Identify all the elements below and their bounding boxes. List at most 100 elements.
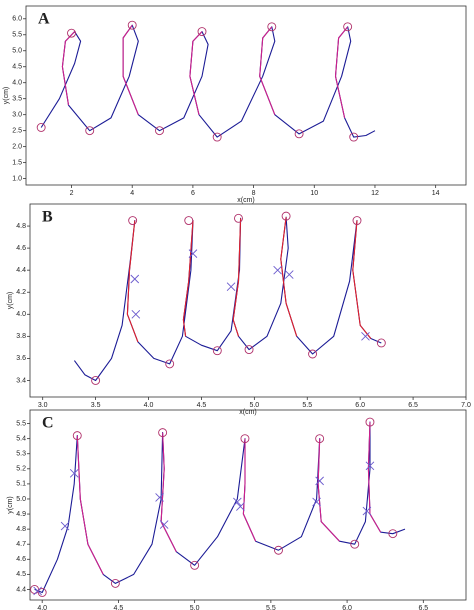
marker-circle [240, 434, 250, 444]
trajectory [61, 24, 349, 119]
x-tick-label: 5.5 [266, 605, 276, 610]
marker-circle [244, 345, 254, 355]
panel-label: C [42, 415, 54, 432]
marker-circle [30, 584, 40, 594]
marker-circle [212, 346, 222, 356]
y-tick-label: 5.5 [16, 420, 26, 427]
x-tick-label: 4.5 [197, 402, 207, 409]
marker-cross [284, 270, 294, 279]
y-tick-label: 5.0 [12, 48, 22, 55]
x-tick-label: 6.0 [342, 605, 352, 610]
trajectory [40, 24, 376, 138]
y-tick-label: 3.5 [12, 96, 22, 103]
marker-cross [226, 282, 236, 292]
marker-circle [294, 129, 304, 139]
marker-circle [234, 213, 243, 223]
x-tick-label: 6.0 [355, 402, 365, 409]
marker-cross [33, 586, 42, 596]
x-axis-label: x(cm) [237, 197, 255, 204]
x-tick-label: 5.5 [302, 402, 312, 409]
plot-frame [29, 203, 467, 398]
marker-cross [155, 493, 164, 502]
marker-circle [158, 428, 168, 438]
y-axis-label: y(cm) [7, 292, 14, 310]
y-tick-label: 5.4 [16, 435, 26, 442]
marker-circle [267, 22, 277, 32]
marker-cross [315, 476, 324, 486]
marker-cross [361, 332, 370, 341]
trajectory [34, 421, 406, 594]
marker-circle [67, 28, 76, 38]
x-tick-label: 4 [130, 190, 134, 197]
marker-circle [36, 123, 46, 132]
marker-circle [343, 22, 353, 32]
y-tick-label: 3.6 [16, 355, 26, 362]
plot-frame [25, 5, 467, 186]
x-tick-label: 3.5 [91, 402, 101, 409]
marker-cross [365, 461, 375, 471]
trajectory [76, 422, 382, 575]
plot-frame [29, 409, 467, 601]
marker-circle [349, 132, 359, 142]
x-tick-label: 4.5 [114, 605, 124, 610]
marker-cross [312, 497, 321, 507]
y-tick-label: 4.8 [16, 223, 26, 230]
trajectory [73, 216, 382, 382]
y-axis-label: y(cm) [7, 496, 14, 514]
y-tick-label: 5.3 [16, 451, 26, 458]
x-tick-label: 4.0 [144, 402, 154, 409]
marker-circle [155, 126, 164, 136]
y-tick-label: 5.0 [16, 496, 26, 503]
x-axis-label: x(cm) [239, 409, 257, 416]
y-tick-label: 3.8 [16, 333, 26, 340]
marker-circle [91, 376, 101, 385]
y-tick-label: 2.0 [12, 143, 22, 150]
y-tick-label: 5.5 [12, 32, 22, 39]
y-tick-label: 3.4 [16, 377, 26, 384]
y-tick-label: 4.9 [16, 511, 26, 518]
marker-circle [388, 529, 398, 539]
marker-cross [131, 309, 141, 319]
x-tick-label: 2 [70, 190, 74, 197]
marker-circle [197, 27, 207, 37]
x-tick-label: 6 [191, 190, 195, 197]
y-tick-label: 1.0 [12, 175, 22, 182]
x-tick-label: 10 [310, 190, 318, 197]
marker-cross [273, 265, 282, 275]
marker-cross [233, 497, 242, 507]
y-tick-label: 6.0 [12, 16, 22, 23]
y-tick-label: 2.5 [12, 128, 22, 135]
y-tick-label: 4.0 [16, 311, 26, 318]
y-tick-label: 4.4 [16, 586, 26, 593]
y-tick-label: 4.5 [16, 571, 26, 578]
y-tick-label: 1.5 [12, 159, 22, 166]
y-tick-label: 3.0 [12, 112, 22, 119]
x-tick-label: 7.0 [461, 402, 471, 409]
y-tick-label: 5.2 [16, 466, 26, 473]
x-tick-label: 8 [252, 190, 256, 197]
x-tick-label: 4.0 [37, 605, 47, 610]
marker-cross [130, 274, 140, 284]
y-tick-label: 4.4 [16, 267, 26, 274]
marker-circle [281, 211, 291, 221]
x-tick-label: 6.5 [418, 605, 428, 610]
marker-circle [128, 216, 138, 225]
marker-circle [212, 132, 222, 142]
panel-label: A [38, 11, 50, 28]
y-axis-label: y(cm) [3, 87, 10, 105]
marker-cross [60, 521, 70, 531]
marker-circle [190, 560, 200, 570]
marker-circle [72, 431, 82, 441]
x-tick-label: 5.0 [190, 605, 200, 610]
y-tick-label: 4.7 [16, 541, 26, 548]
y-tick-label: 4.6 [16, 245, 26, 252]
marker-circle [376, 338, 386, 348]
marker-cross [159, 520, 169, 529]
marker-cross [188, 249, 198, 258]
y-tick-label: 5.1 [16, 481, 26, 488]
marker-circle [37, 588, 47, 597]
y-tick-label: 4.6 [16, 556, 26, 563]
marker-circle [365, 417, 375, 427]
trajectory [126, 217, 372, 343]
marker-cross [362, 506, 372, 516]
